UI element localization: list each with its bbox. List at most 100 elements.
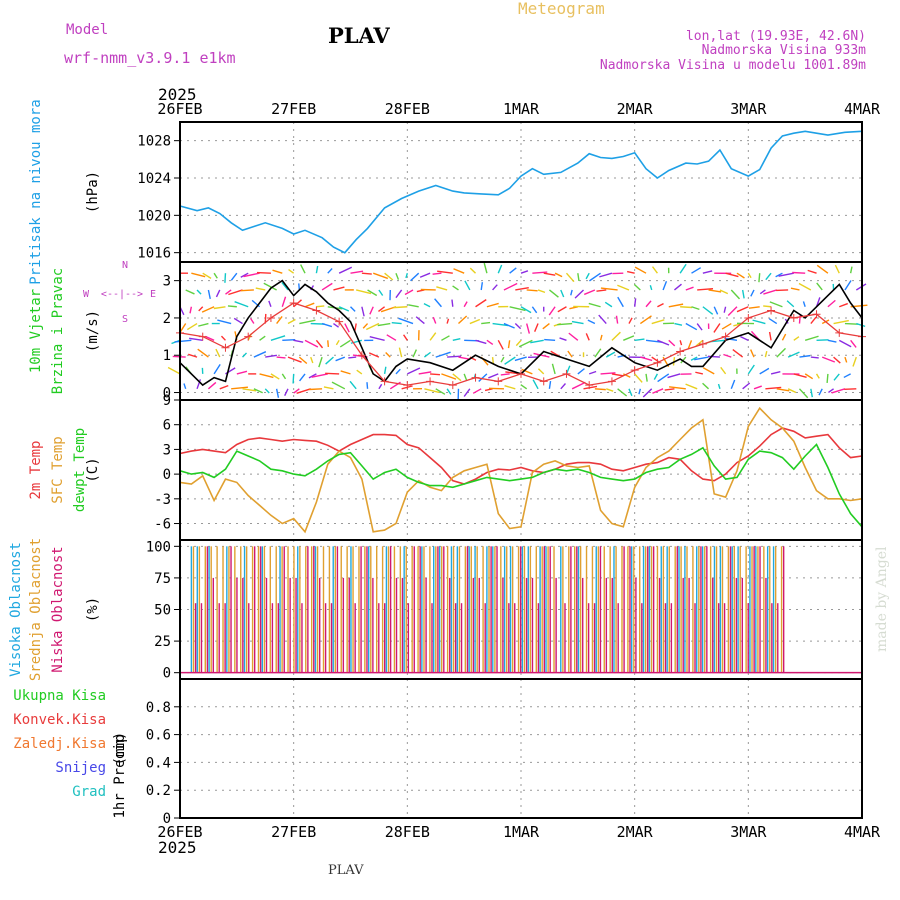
wind-barb [432,316,437,324]
wind-barb [615,315,619,324]
gust-marker [221,343,230,352]
wind-barb [198,306,204,312]
wind-barb [207,381,217,390]
wind-barb [316,305,325,308]
wind-barb [281,373,287,380]
wind-barb [750,349,755,358]
x-tick-top: 1MAR [503,100,540,118]
wind-barb [542,322,550,330]
wind-barb [367,289,378,297]
wind-barb [828,388,834,394]
wind-barb [369,306,374,315]
y-tick-label: 0.4 [146,755,171,771]
panel-ylabel: 1hr Precip [112,734,128,818]
wind-barb [776,289,789,292]
wind-barb [588,370,597,375]
wind-barb [583,385,598,390]
wind-barb [667,373,681,379]
series-temp2m [179,427,863,485]
wind-barb [335,356,346,362]
gust-marker [539,377,548,386]
y-tick-label: 1020 [137,208,171,224]
wind-barb [713,323,721,333]
y-tick-label: -6 [154,517,171,533]
wind-barb [652,388,664,394]
wind-barb [196,289,202,295]
wind-barb [639,315,652,325]
gust-marker [494,377,503,386]
wind-barb [645,300,652,308]
wind-barb [651,266,658,274]
wind-barb [423,303,431,308]
gust-marker [380,377,389,386]
wind-barb [611,373,624,377]
wind-barb [599,272,613,278]
wind-barb [763,289,777,295]
wind-barb [617,296,624,308]
wind-barb [255,287,266,291]
wind-barb [697,287,714,291]
wind-barb [393,306,408,309]
wind-barb [544,338,556,342]
y-tick-label: 0.8 [146,700,171,716]
wind-barb [492,322,509,327]
wind-barb [451,299,454,307]
wind-barb [202,272,212,279]
wind-barb [378,289,384,296]
wind-barb [532,271,548,274]
wind-barb [265,354,277,358]
wind-barb [720,366,727,375]
plots: 26FEB 26FEB 27FEB 27FEB 28FEB 28FEB 1MAR 1MAR 2M… [8,99,881,841]
gust-marker [721,332,730,341]
wind-barb [436,286,448,291]
wind-barb [205,335,215,341]
gust-marker [448,381,457,390]
wind-barb [565,365,571,375]
wind-barb [640,356,653,362]
wind-barb [657,373,670,383]
wind-barb [742,382,751,390]
wind-barb [350,306,356,312]
wind-barb [730,289,741,300]
y-tick-label: 1028 [137,134,171,150]
x-tick-top: 4MAR [844,100,881,118]
wind-barb [253,351,267,358]
gust-marker [630,366,639,375]
wind-barb [557,322,573,326]
wind-barb [802,301,806,307]
wind-barb [585,333,590,341]
wind-barb [694,356,709,361]
wind-barb [776,347,787,358]
y-tick-label: 0.6 [146,728,171,744]
wind-barb [740,335,749,341]
wind-barb [418,371,432,375]
wind-barb [807,269,817,274]
gust-marker [812,310,821,319]
wind-barb [429,332,437,341]
wind-barb [325,372,340,375]
wind-barb [623,335,635,341]
x-tick-top: 3MAR [730,100,767,118]
wind-barb [831,388,846,394]
wind-barb [753,385,762,390]
wind-barb [768,318,778,325]
y-tick-label: -3 [154,492,171,508]
wind-barb [213,306,226,310]
panel-unit: (C) [85,457,101,482]
wind-barb [798,314,801,324]
wind-barb [662,280,668,291]
wind-barb [611,331,621,341]
wind-barb [548,380,552,389]
wind-barb [856,322,866,328]
wind-barb [727,306,738,316]
precip-legend-item: Snijeg [55,760,106,776]
wind-barb [340,370,351,375]
wind-barb [224,273,227,283]
wind-barb [405,272,409,279]
year-top: 2025 [158,85,197,104]
wind-barb [509,306,526,312]
wind-barb [770,370,781,375]
wind-barb [236,370,248,375]
wind-barb [338,266,353,274]
wind-barb [256,271,271,274]
